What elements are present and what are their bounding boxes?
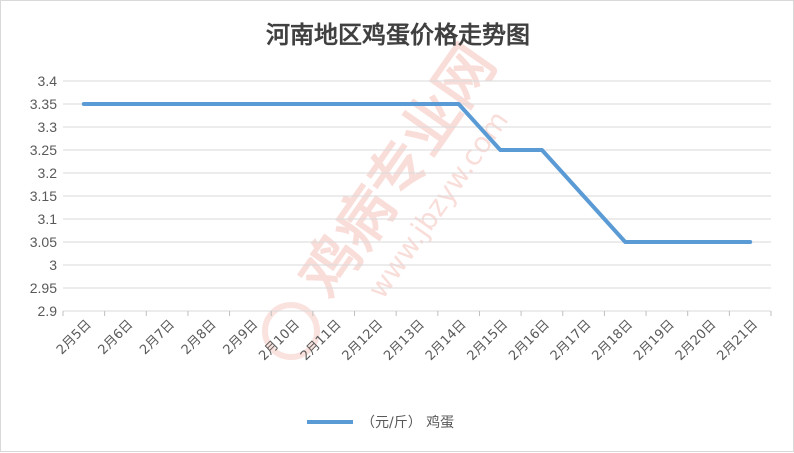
legend: （元/斤） 鸡蛋	[307, 414, 454, 431]
x-tick-label: 2月18日	[590, 317, 637, 364]
x-tick-label: 2月16日	[506, 317, 553, 364]
x-tick-label: 2月7日	[137, 317, 178, 358]
x-tick-label: 2月17日	[548, 317, 595, 364]
x-tick-label: 2月19日	[631, 317, 678, 364]
legend-label: （元/斤） 鸡蛋	[361, 414, 454, 431]
y-tick-label: 3	[49, 257, 57, 273]
y-tick-label: 3.25	[30, 142, 57, 158]
y-tick-label: 3.15	[30, 188, 57, 204]
y-tick-label: 2.9	[38, 303, 58, 319]
x-tick-label: 2月6日	[96, 317, 137, 358]
x-tick-label: 2月20日	[673, 317, 720, 364]
x-tick-label: 2月14日	[423, 317, 470, 364]
y-axis: 3.4 3.35 3.3 3.25 3.2 3.15 3.1 3.05 3 2.95 2.9	[30, 73, 57, 319]
y-tick-label: 3.1	[38, 211, 58, 227]
x-tick-label: 2月11日	[298, 317, 345, 364]
y-tick-label: 2.95	[30, 280, 57, 296]
y-tick-label: 3.35	[30, 96, 57, 112]
x-tick-label: 2月5日	[54, 317, 95, 358]
y-tick-label: 3.3	[38, 119, 58, 135]
y-tick-label: 3.2	[38, 165, 58, 181]
chart-title: 河南地区鸡蛋价格走势图	[266, 21, 530, 49]
x-tick-label: 2月15日	[465, 317, 512, 364]
y-tick-label: 3.4	[38, 73, 58, 89]
x-tick-label: 2月21日	[714, 317, 761, 364]
y-tick-label: 3.05	[30, 234, 57, 250]
x-tick-label: 2月13日	[381, 317, 428, 364]
x-tick-label: 2月12日	[340, 317, 387, 364]
x-tick-label: 2月9日	[221, 317, 262, 358]
x-tick-label: 2月8日	[179, 317, 220, 358]
watermark: 鸡病专业网 www.jbzyw.com	[287, 32, 538, 329]
